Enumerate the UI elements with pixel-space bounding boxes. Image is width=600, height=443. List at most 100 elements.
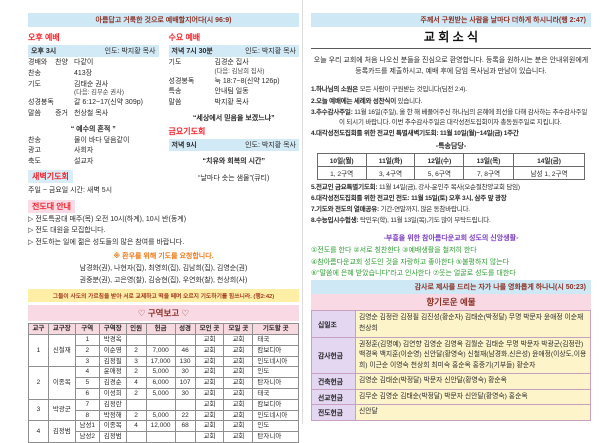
column-header: 인원 <box>125 323 147 335</box>
table-cell <box>125 431 147 443</box>
offering-table: 십일조 김영순 김정란 김정필 김진성(황순자) 김태순(박정달) 무명 박문자 … <box>311 310 591 421</box>
table-cell: 4 <box>74 366 100 379</box>
column-header: 14일(금) <box>512 152 586 167</box>
section-title-friday: 금요기도회 <box>168 126 206 136</box>
table-cell: 탄자니아 <box>252 377 299 389</box>
worship-row: 경배와 찬양 다같이 <box>28 59 94 66</box>
church-news-list: 1.하나님의 소원은 모든 사람이 구원받는 것입니다(딤전 2:4). 2.오… <box>311 85 591 226</box>
table-cell: 교회 <box>194 431 225 443</box>
table-cell: 7 <box>74 398 100 411</box>
table-cell: 3 <box>28 398 49 422</box>
column-header: 10일(월) <box>316 152 367 167</box>
revival-guideline-title: -부흥을 위한 참아름다운교회 성도의 신앙생활- <box>383 235 519 243</box>
table-cell: 캄보디아 <box>252 344 299 357</box>
table-cell: 46 <box>174 344 196 357</box>
bulletin-page-left: 아름답고 거룩한 것으로 예배할지어다(시 96:9) 오후 예배 오후 3시 … <box>28 13 299 443</box>
table-cell: 탄자니아 <box>252 431 299 443</box>
worship-row: 광고 사회자 <box>28 147 94 155</box>
table-row: 10일(월) 11일(화) 12일(수) 13일(목) 14일(금) <box>316 152 586 167</box>
table-cell: 6 <box>74 387 100 400</box>
service-time-row: 저녁 7시 30분 인도: 박지황 목사 <box>168 45 299 57</box>
table-row: 2 이순영 2 7,000 46 교회 교회 캄보디아 <box>29 344 299 357</box>
table-cell: 17,000 <box>145 355 176 368</box>
table-cell: 2 <box>125 387 147 400</box>
column-header: 모일 곳 <box>223 323 254 335</box>
evangelism-bullet: ▷ 전도 대원을 모집합니다. <box>28 227 106 235</box>
worship-columns: 오후 예배 오후 3시 인도: 박지황 목사 경배와 찬양 다같이 찬송 413… <box>28 29 299 197</box>
table-cell: 이종목 <box>98 420 127 433</box>
table-cell: 이순영 <box>98 344 127 357</box>
table-cell: 남성1 <box>74 420 100 433</box>
table-cell: 3, 4구역 <box>365 165 416 180</box>
page-divider <box>302 0 303 424</box>
table-cell: 5,000 <box>145 409 176 422</box>
wednesday-worship-section: 수요 예배 저녁 7시 30분 인도: 박지황 목사 기도 김경순 집사 (다음… <box>168 29 299 197</box>
table-cell: 교회 <box>223 366 254 379</box>
table-row: 1, 2구역 3, 4구역 5, 6구역 7, 8구역 남성 1, 2구역 <box>316 165 586 180</box>
table-cell: 교회 <box>223 431 254 443</box>
column-header: 교구 <box>28 323 49 335</box>
table-cell <box>174 398 196 411</box>
table-cell: 1, 2구역 <box>316 165 367 180</box>
table-cell: 김정범 <box>98 431 127 443</box>
table-cell: 선교헌금 <box>311 388 356 406</box>
table-cell: 2 <box>125 366 147 379</box>
notice-item: 2.오늘 예배에는 세례와 성찬식이 있습니다. <box>311 97 423 105</box>
table-cell: 박정해 <box>98 409 127 422</box>
notice-item: 3.추수감사주일: 11월 16일(주일), 올 한 해 베풀어주신 하나님의 … <box>311 108 588 126</box>
verse-banner-psalm: 감사로 제사를 드리는 자가 나를 영화롭게 하나니(시 50:23) <box>311 280 591 295</box>
section-title-evangelism: 전도대 안내 <box>28 199 299 213</box>
table-cell <box>145 431 176 443</box>
table-cell: 2 <box>74 344 100 357</box>
service-time-row: 오후 3시 인도: 박지황 목사 <box>28 45 159 57</box>
section-title-dawn: 새벽기도회 <box>28 169 159 183</box>
column-header: 기도할 곳 <box>252 323 299 335</box>
table-cell: 태국 <box>252 387 299 400</box>
table-cell: 교회 <box>223 409 254 422</box>
table-cell: 교회 <box>194 344 225 357</box>
table-cell: 교회 <box>194 366 225 379</box>
table-cell: 4 <box>125 377 147 389</box>
table-cell: 교회 <box>194 355 225 368</box>
table-cell: 김영순 김정란 김정필 김진성(황순자) 김태순(박정달) 무명 박문자 윤애정… <box>355 310 591 338</box>
table-cell <box>145 398 176 411</box>
table-cell: 교회 <box>194 398 225 411</box>
column-header: 구역장 <box>98 323 127 335</box>
table-cell: 인도 <box>252 420 299 433</box>
table-cell: 교회 <box>223 355 254 368</box>
afternoon-worship-section: 오후 예배 오후 3시 인도: 박지황 목사 경배와 찬양 다같이 찬송 413… <box>28 29 159 197</box>
table-cell: 인도 <box>252 366 299 379</box>
table-cell: 감사헌금 <box>311 336 356 375</box>
table-row: 감사헌금 권정훈(김명예) 김연향 김영순 김영옥 김월순 김태순 무명 박문자 … <box>311 336 591 375</box>
service-leader: 인도: 박지황 목사 <box>104 48 156 55</box>
table-cell: 박경옥 <box>98 333 127 346</box>
table-cell: 건축헌금 <box>311 373 356 390</box>
table-cell: 교회 <box>194 409 225 422</box>
table-cell: 1 <box>74 333 100 346</box>
offering-title: 향기로운 예물 <box>311 294 591 311</box>
column-header: 교구장 <box>47 323 76 335</box>
table-cell: 신안달 <box>355 404 591 421</box>
service-time: 저녁 9시 <box>171 141 197 149</box>
table-cell: 김정범 <box>47 420 76 443</box>
column-header: 헌금 <box>145 323 176 335</box>
table-cell: 캄보디아 <box>252 398 299 411</box>
table-cell: 전도헌금 <box>311 404 356 421</box>
table-cell: 윤애정 <box>98 366 127 379</box>
section-title-afternoon: 오후 예배 <box>28 33 60 42</box>
wednesday-quote: “세상에서 믿음을 보겠느냐” <box>192 114 275 122</box>
verse-banner-acts: 그들이 사도의 가르침을 받아 서로 교제하고 떡을 떼며 오르지 기도하기를 … <box>28 289 299 303</box>
evangelism-section: 전도대 안내 ▷ 전도특공대 매주(목) 오전 10시(하계), 10시 반(동… <box>28 199 299 285</box>
table-cell: 이종목 <box>47 366 76 400</box>
table-cell: 4 <box>28 420 49 443</box>
table-cell: 십일조 <box>311 310 356 338</box>
worship-row: 기도 김경순 집사 (다음: 김남희 집사) <box>168 59 265 75</box>
table-cell: 김정필 <box>98 355 127 368</box>
table-row: 3 박광군 7 김정란 교회 교회 캄보디아 <box>28 398 299 422</box>
worship-row: 기도 김태순 권사 (다음: 김무순 권사) <box>28 80 124 97</box>
patients-names: 남경화(권), 나현자(집), 최영희(집), 김남희(집), 김영순(권) <box>79 265 248 273</box>
service-time-row: 저녁 9시 인도: 박지황 목사 <box>168 138 299 151</box>
notice-item: 6.대각성전도집회를 위한 전교인 전도: 11월 15일(토) 오후 3시, … <box>311 194 507 202</box>
table-cell: 30 <box>174 366 196 379</box>
dawn-schedule: 주일 ~ 금요일 시간: 새벽 5시 <box>28 186 113 194</box>
